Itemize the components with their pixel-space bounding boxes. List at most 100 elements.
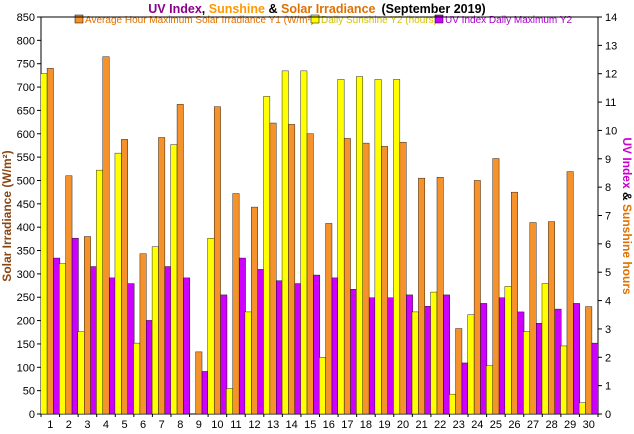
y1-tick-label: 600 — [17, 129, 35, 141]
y2-tick-label: 4 — [605, 296, 611, 308]
bar-irradiance — [102, 56, 110, 415]
bar-irradiance — [251, 206, 258, 415]
y2-tick-label: 0 — [605, 409, 611, 421]
bar-uv-index — [350, 289, 358, 415]
bar-sunshine — [393, 79, 401, 415]
bar-uv-index — [183, 277, 191, 415]
y2-title-uv: UV Index — [620, 137, 634, 189]
bar-sunshine — [170, 144, 178, 415]
bar-irradiance — [139, 253, 147, 415]
bar-irradiance — [158, 137, 166, 415]
y1-tick-label: 250 — [17, 292, 35, 304]
bar-irradiance — [213, 106, 221, 415]
legend-swatch-uv — [434, 14, 444, 24]
x-tick-label: 9 — [196, 419, 202, 431]
y1-tick-label: 150 — [17, 339, 35, 351]
bar-uv-index — [90, 266, 98, 415]
bar-irradiance — [343, 138, 351, 415]
x-tick-label: 18 — [360, 419, 372, 431]
y1-tick-label: 450 — [17, 199, 35, 211]
bar-uv-index — [108, 277, 116, 415]
x-tick-label: 29 — [564, 419, 576, 431]
x-tick-label: 15 — [304, 419, 316, 431]
x-tick-label: 14 — [286, 419, 298, 431]
x-tick-label: 22 — [434, 419, 446, 431]
bar-uv-index — [461, 362, 469, 415]
y2-tick-label: 14 — [605, 12, 617, 24]
y1-tick-label: 200 — [17, 316, 35, 328]
bar-irradiance — [65, 175, 73, 415]
bar-irradiance — [84, 236, 91, 415]
bar-irradiance — [548, 221, 555, 415]
y2-title-amp: & — [620, 189, 634, 204]
bar-sunshine — [244, 311, 252, 415]
y2-tick-label: 12 — [605, 69, 617, 81]
y1-tick-label: 550 — [17, 152, 35, 164]
bar-irradiance — [418, 177, 426, 415]
x-tick-label: 20 — [397, 419, 409, 431]
legend-label-irradiance: Average Hour Maximum Solar Irradiance Y1… — [85, 15, 314, 26]
x-tick-label: 7 — [159, 419, 165, 431]
bar-sunshine — [411, 311, 419, 415]
x-tick-label: 1 — [47, 419, 53, 431]
bar-sunshine — [374, 79, 382, 415]
bar-uv-index — [424, 306, 432, 415]
bar-uv-index — [257, 269, 265, 415]
bar-uv-index — [480, 303, 488, 415]
bar-uv-index — [220, 294, 228, 415]
bar-uv-index — [573, 303, 580, 415]
bar-uv-index — [313, 274, 321, 415]
bar-irradiance — [121, 139, 128, 415]
x-tick-label: 2 — [66, 419, 72, 431]
bar-uv-index — [164, 266, 172, 415]
y1-tick-label: 100 — [17, 362, 35, 374]
y2-tick-label: 5 — [605, 267, 611, 279]
x-tick-label: 17 — [341, 419, 353, 431]
y2-tick-label: 8 — [605, 182, 611, 194]
bar-sunshine — [300, 70, 308, 415]
x-tick-label: 6 — [140, 419, 146, 431]
bar-sunshine — [114, 152, 122, 415]
bar-irradiance — [46, 68, 54, 415]
bar-irradiance — [585, 306, 593, 415]
bar-sunshine — [281, 70, 289, 415]
x-tick-label: 27 — [527, 419, 539, 431]
x-tick-label: 8 — [177, 419, 183, 431]
bar-uv-index — [331, 277, 339, 415]
bar-sunshine — [59, 263, 66, 415]
bar-irradiance — [566, 171, 574, 415]
x-tick-label: 30 — [583, 419, 595, 431]
bar-sunshine — [541, 283, 549, 415]
bar-irradiance — [176, 104, 184, 415]
bar-irradiance — [306, 133, 314, 415]
x-tick-label: 4 — [103, 419, 109, 431]
bar-sunshine — [151, 246, 159, 415]
bar-sunshine — [578, 402, 586, 415]
y1-tick-label: 850 — [17, 12, 35, 24]
bar-sunshine — [77, 331, 85, 415]
y2-tick-label: 3 — [605, 324, 611, 336]
title-sep-2: & — [265, 2, 281, 16]
bar-uv-index — [517, 311, 525, 415]
y1-tick-label: 750 — [17, 59, 35, 71]
bar-irradiance — [455, 328, 463, 415]
title-uv-index: UV Index — [148, 2, 202, 16]
bar-uv-index — [238, 257, 246, 415]
bar-irradiance — [269, 122, 277, 415]
legend-swatch-irradiance — [74, 14, 84, 24]
bar-irradiance — [511, 191, 518, 415]
bar-sunshine — [337, 79, 345, 415]
x-tick-label: 16 — [323, 419, 335, 431]
x-tick-label: 26 — [508, 419, 520, 431]
bar-sunshine — [40, 73, 48, 415]
bar-uv-index — [201, 371, 209, 415]
legend-label-uv: UV Index Daily Maximum Y2 — [445, 15, 573, 26]
bar-irradiance — [399, 141, 407, 415]
bar-sunshine — [504, 286, 512, 415]
y2-tick-label: 13 — [605, 40, 617, 52]
y1-tick-label: 50 — [23, 386, 35, 398]
y1-tick-label: 0 — [29, 409, 35, 421]
bar-uv-index — [387, 297, 395, 415]
x-tick-label: 5 — [121, 419, 127, 431]
bar-irradiance — [362, 142, 370, 415]
